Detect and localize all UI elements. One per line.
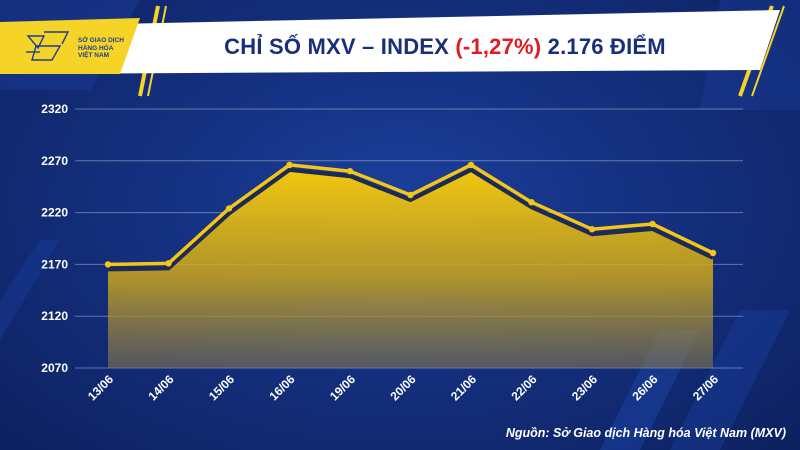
title-value: 2.176 ĐIỂM xyxy=(547,34,666,59)
title-change: (-1,27%) xyxy=(455,34,542,59)
data-point xyxy=(467,161,475,169)
y-tick-label: 2170 xyxy=(41,257,68,271)
data-point xyxy=(588,225,596,233)
index-area xyxy=(108,168,713,368)
x-tick-label: 26/06 xyxy=(629,372,660,403)
index-shadow-line xyxy=(107,167,714,272)
mxv-logo xyxy=(26,31,70,61)
title-main: CHỈ SỐ MXV – INDEX xyxy=(224,34,450,59)
data-point xyxy=(407,191,414,199)
y-tick-label: 2320 xyxy=(41,102,68,116)
x-tick-label: 27/06 xyxy=(690,372,721,403)
x-tick-label: 14/06 xyxy=(145,372,176,403)
x-tick-label: 13/06 xyxy=(85,372,116,403)
x-tick-label: 22/06 xyxy=(508,372,539,403)
data-point xyxy=(165,260,172,267)
data-point xyxy=(104,261,112,268)
chart-title: CHỈ SỐ MXV – INDEX (-1,27%) 2.176 ĐIỂM xyxy=(140,34,750,60)
y-tick-label: 2070 xyxy=(41,361,68,375)
source-note: Nguồn: Sở Giao dịch Hàng hóa Việt Nam (M… xyxy=(505,426,786,440)
logo-text: SỞ GIAO DỊCH HÀNG HÓA VIỆT NAM xyxy=(78,37,138,60)
x-tick-label: 20/06 xyxy=(387,372,418,403)
x-tick-label: 19/06 xyxy=(327,372,358,403)
x-tick-label: 23/06 xyxy=(569,372,600,403)
data-point xyxy=(286,161,293,169)
logo-line-3: VIỆT NAM xyxy=(78,52,110,59)
data-point xyxy=(346,167,354,175)
data-point xyxy=(709,249,717,257)
logo-line-1: SỞ GIAO DỊCH xyxy=(78,37,124,44)
y-tick-label: 2120 xyxy=(41,309,68,323)
x-tick-label: 16/06 xyxy=(266,372,297,403)
x-tick-label: 15/06 xyxy=(206,372,237,403)
data-point xyxy=(649,220,656,228)
data-point xyxy=(528,199,535,206)
data-point xyxy=(225,205,233,212)
y-tick-label: 2220 xyxy=(41,206,68,220)
logo-line-2: HÀNG HÓA xyxy=(78,44,114,52)
x-tick-label: 21/06 xyxy=(448,372,479,403)
y-tick-label: 2270 xyxy=(41,154,68,168)
